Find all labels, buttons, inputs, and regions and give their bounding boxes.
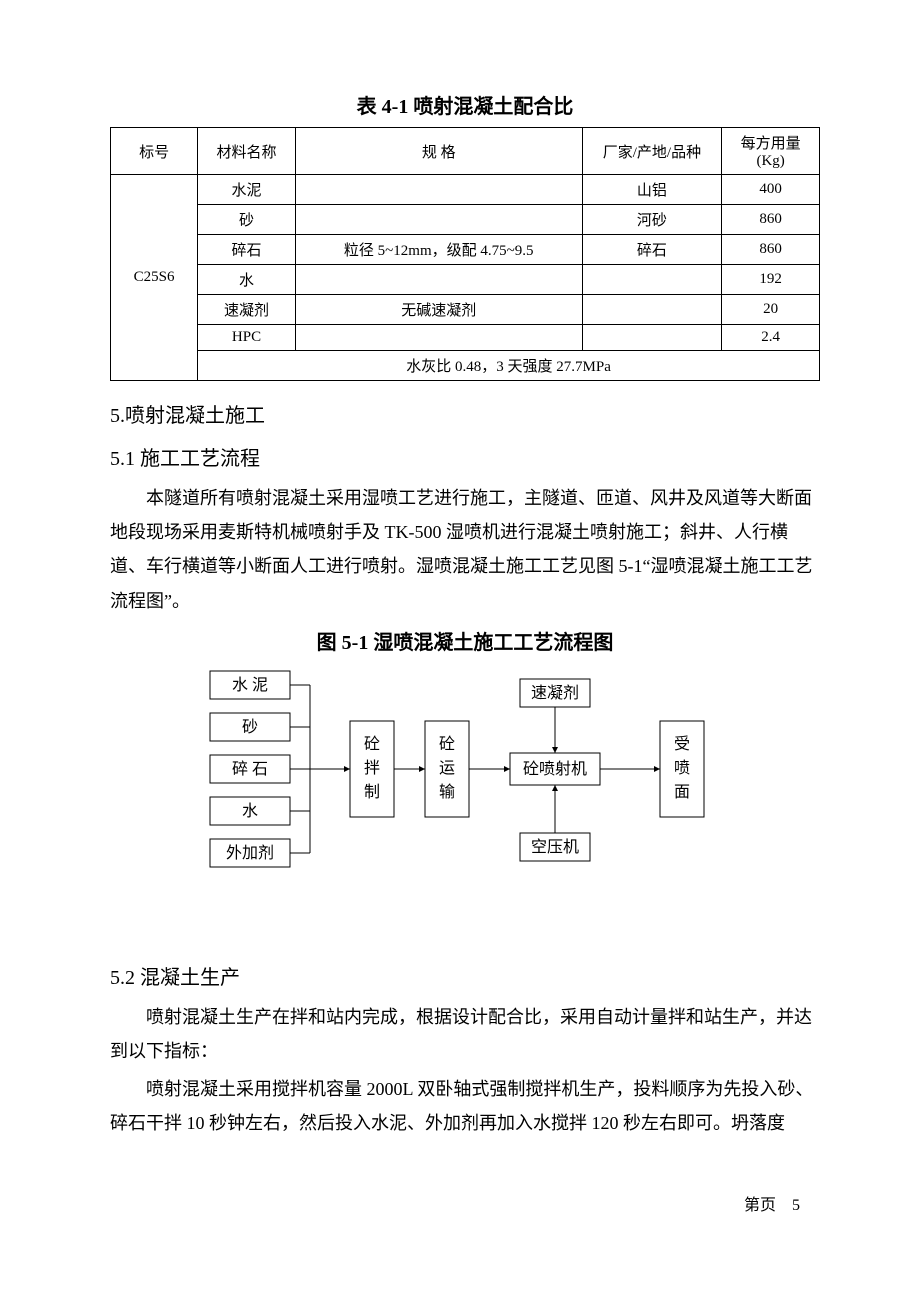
cell-label: C25S6 — [111, 175, 198, 381]
cell-material: 速凝剂 — [198, 295, 296, 325]
cell-source — [582, 295, 722, 325]
cell-qty: 400 — [722, 175, 820, 205]
figure-title: 图 5-1 湿喷混凝土施工工艺流程图 — [110, 626, 820, 655]
paragraph: 本隧道所有喷射混凝土采用湿喷工艺进行施工，主隧道、匝道、风井及风道等大断面地段现… — [110, 481, 820, 618]
node-sprayer: 砼喷射机 — [523, 760, 587, 778]
th-material: 材料名称 — [198, 128, 296, 175]
footer-label: 第页 — [744, 1197, 776, 1214]
cell-source — [582, 265, 722, 295]
table-header-row: 标号 材料名称 规 格 厂家/产地/品种 每方用量(Kg) — [111, 128, 820, 175]
cell-spec — [295, 175, 582, 205]
table-footer-row: 水灰比 0.48，3 天强度 27.7MPa — [111, 351, 820, 381]
heading-5-2: 5.2 混凝土生产 — [110, 961, 820, 990]
node-accelerator: 速凝剂 — [531, 684, 579, 702]
table-row: 水 192 — [111, 265, 820, 295]
table-row: C25S6 水泥 山铝 400 — [111, 175, 820, 205]
cell-material: 水 — [198, 265, 296, 295]
table-row: 碎石 粒径 5~12mm，级配 4.75~9.5 碎石 860 — [111, 235, 820, 265]
cell-source: 山铝 — [582, 175, 722, 205]
cell-qty: 860 — [722, 205, 820, 235]
flowchart-wrap: 水 泥 砂 碎 石 水 外加剂 砼 拌 制 砼 运 输 砼喷射机 受 — [110, 661, 820, 921]
cell-material: 水泥 — [198, 175, 296, 205]
node-surface-l3: 面 — [674, 784, 690, 801]
page: 表 4-1 喷射混凝土配合比 标号 材料名称 规 格 厂家/产地/品种 每方用量… — [0, 0, 920, 1275]
cell-material: 碎石 — [198, 235, 296, 265]
cell-qty: 20 — [722, 295, 820, 325]
th-source: 厂家/产地/品种 — [582, 128, 722, 175]
cell-spec: 无碱速凝剂 — [295, 295, 582, 325]
node-additive: 外加剂 — [226, 844, 274, 862]
node-mix-l1: 砼 — [364, 735, 380, 753]
footer-page: 5 — [792, 1197, 800, 1214]
cell-source — [582, 325, 722, 351]
node-cement: 水 泥 — [232, 676, 268, 694]
cell-spec — [295, 325, 582, 351]
cell-source: 碎石 — [582, 235, 722, 265]
table-row: 速凝剂 无碱速凝剂 20 — [111, 295, 820, 325]
paragraph: 喷射混凝土生产在拌和站内完成，根据设计配合比，采用自动计量拌和站生产，并达到以下… — [110, 1000, 820, 1068]
node-mix-l2: 拌 — [364, 759, 380, 777]
table-title: 表 4-1 喷射混凝土配合比 — [110, 90, 820, 119]
node-sand: 砂 — [242, 718, 258, 736]
th-label: 标号 — [111, 128, 198, 175]
table-row: HPC 2.4 — [111, 325, 820, 351]
page-footer: 第页 5 — [110, 1191, 820, 1215]
cell-spec — [295, 265, 582, 295]
heading-5: 5.喷射混凝土施工 — [110, 399, 820, 428]
cell-qty: 2.4 — [722, 325, 820, 351]
table-row: 砂 河砂 860 — [111, 205, 820, 235]
heading-5-1: 5.1 施工工艺流程 — [110, 442, 820, 471]
cell-qty: 860 — [722, 235, 820, 265]
node-transport-l3: 输 — [439, 783, 455, 801]
node-surface-l2: 喷 — [674, 759, 690, 777]
cell-spec — [295, 205, 582, 235]
node-transport-l2: 运 — [439, 759, 455, 777]
cell-qty: 192 — [722, 265, 820, 295]
node-water: 水 — [242, 802, 258, 820]
mix-ratio-table: 标号 材料名称 规 格 厂家/产地/品种 每方用量(Kg) C25S6 水泥 山… — [110, 127, 820, 381]
node-compressor: 空压机 — [531, 838, 579, 856]
cell-material: HPC — [198, 325, 296, 351]
cell-source: 河砂 — [582, 205, 722, 235]
node-mix-l3: 制 — [364, 783, 380, 801]
paragraph: 喷射混凝土采用搅拌机容量 2000L 双卧轴式强制搅拌机生产，投料顺序为先投入砂… — [110, 1072, 820, 1140]
th-qty: 每方用量(Kg) — [722, 128, 820, 175]
cell-material: 砂 — [198, 205, 296, 235]
flowchart: 水 泥 砂 碎 石 水 外加剂 砼 拌 制 砼 运 输 砼喷射机 受 — [200, 661, 730, 921]
cell-spec: 粒径 5~12mm，级配 4.75~9.5 — [295, 235, 582, 265]
node-surface-l1: 受 — [674, 735, 690, 753]
th-spec: 规 格 — [295, 128, 582, 175]
node-gravel: 碎 石 — [232, 760, 268, 778]
node-transport-l1: 砼 — [439, 735, 455, 753]
cell-footer: 水灰比 0.48，3 天强度 27.7MPa — [198, 351, 820, 381]
